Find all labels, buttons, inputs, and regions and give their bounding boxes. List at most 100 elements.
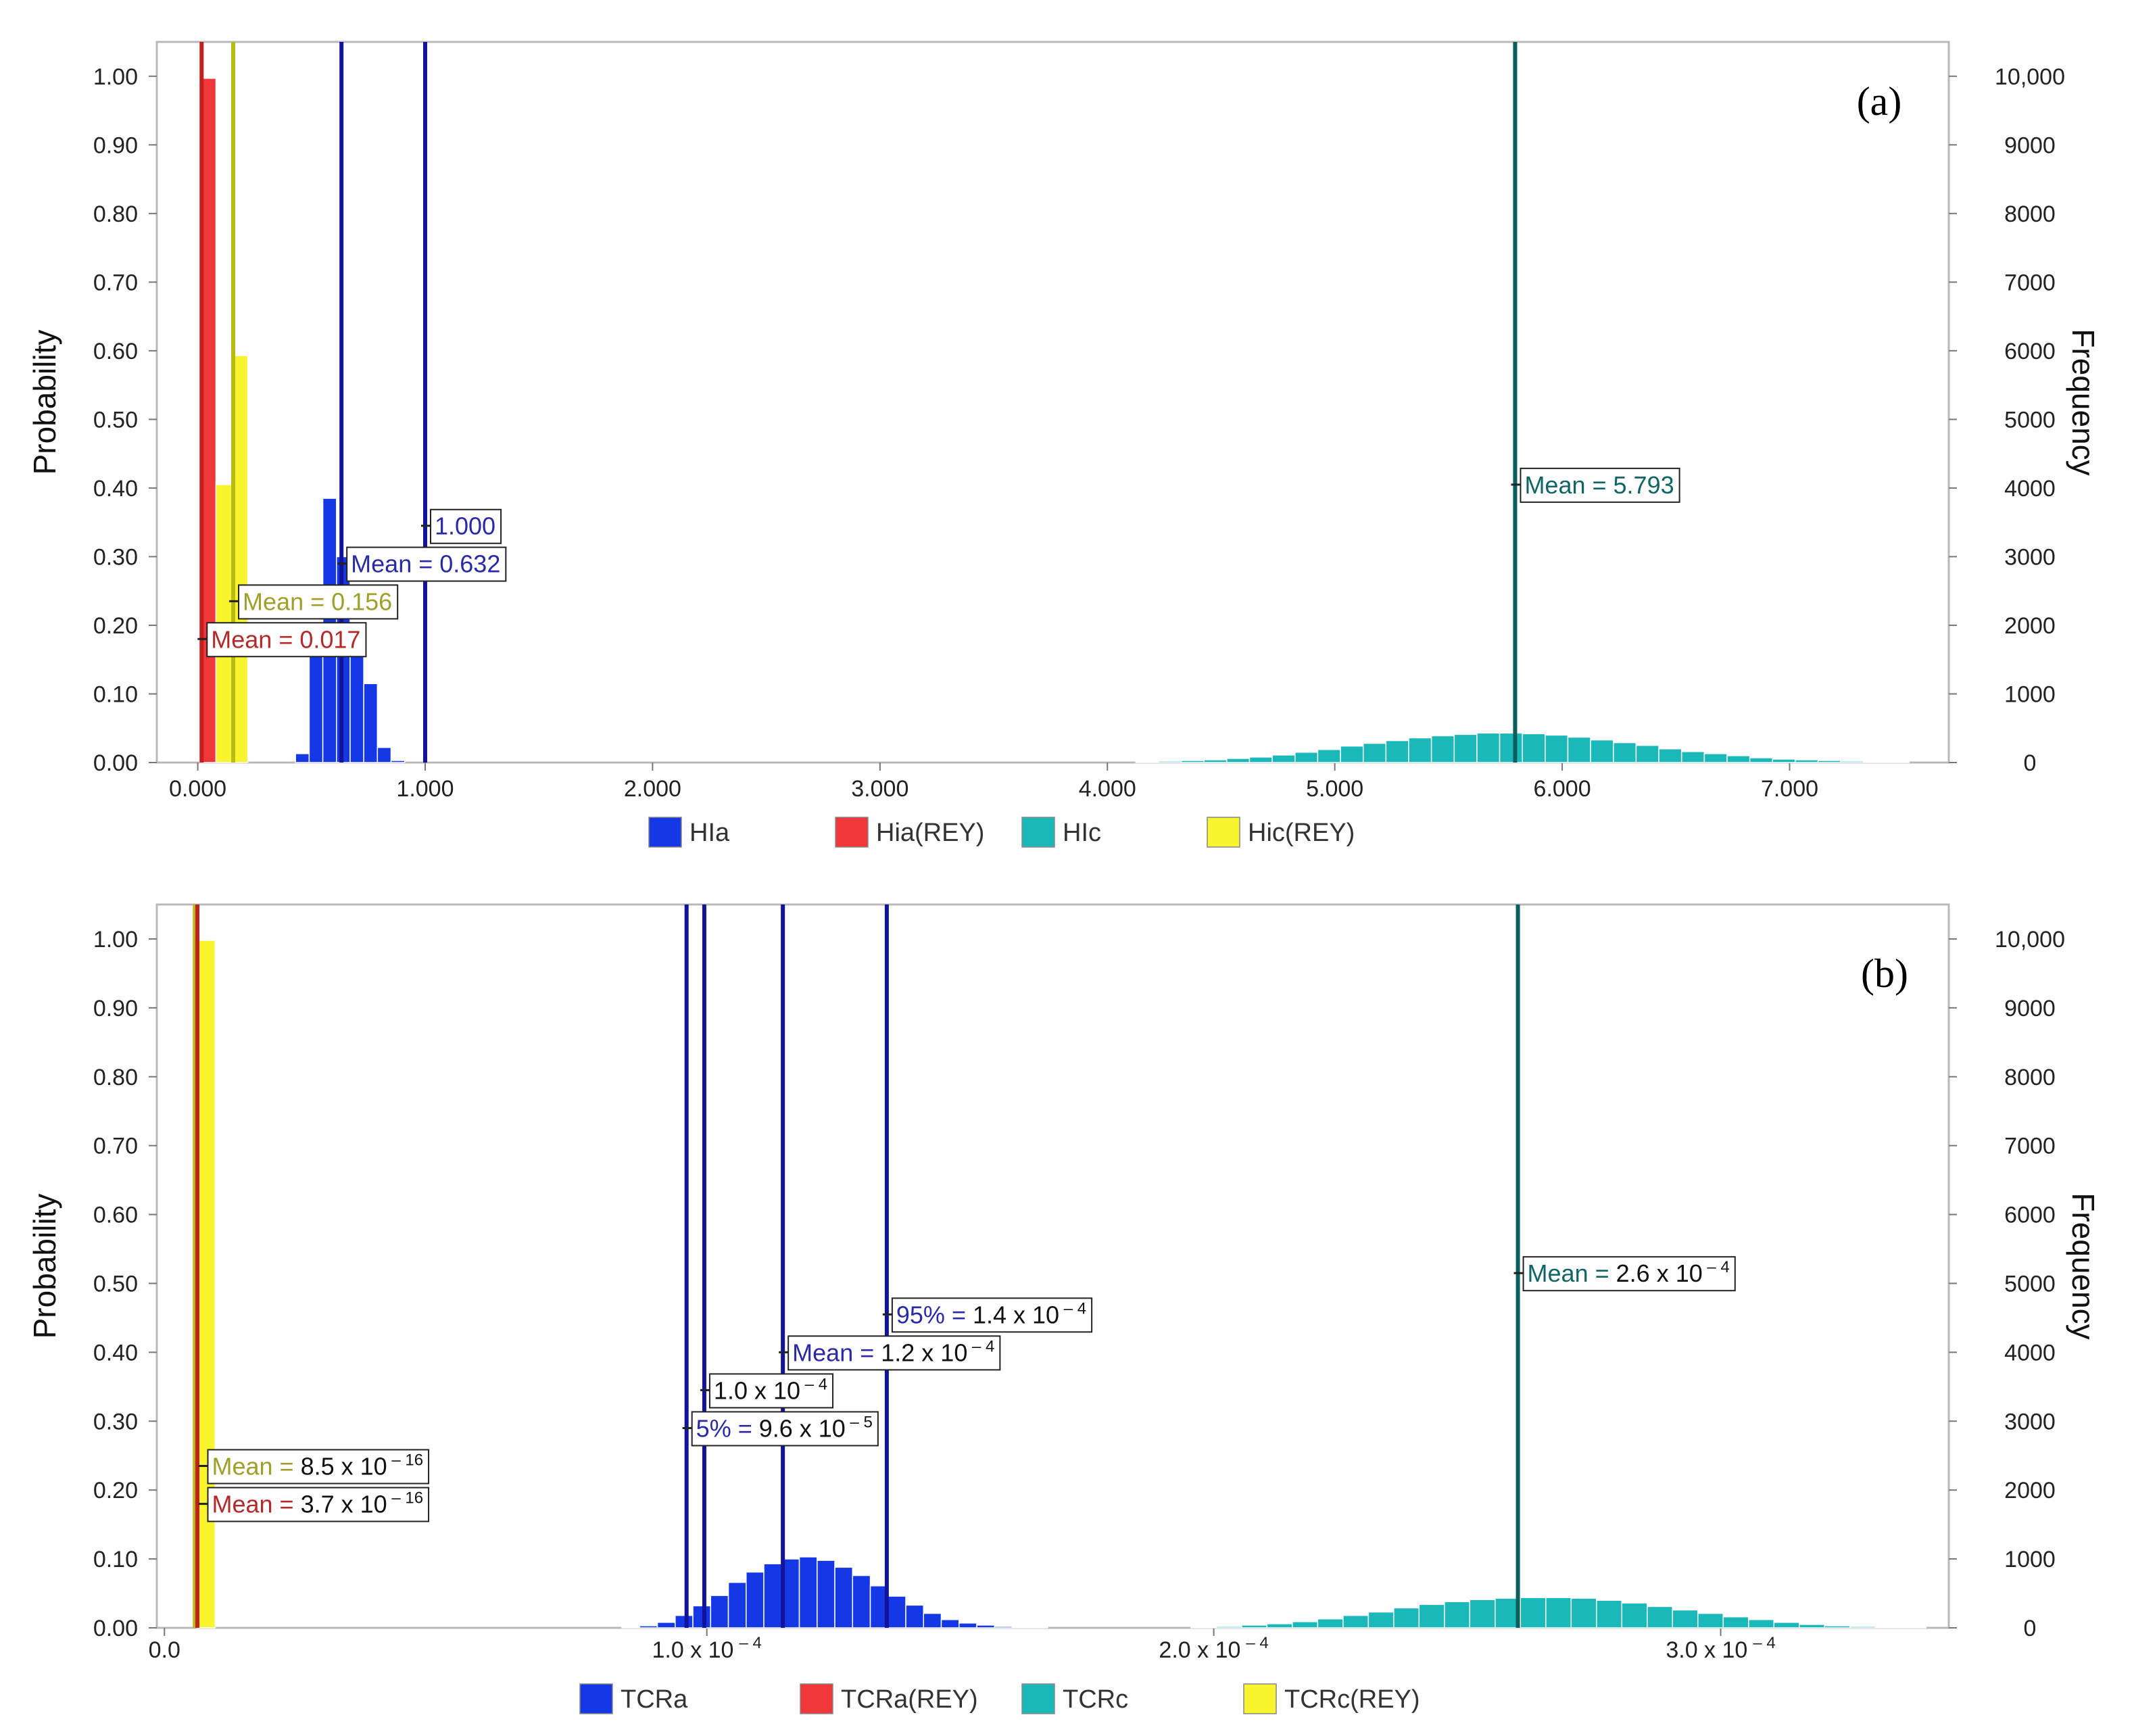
bar-TCRc: [1520, 1597, 1547, 1629]
annotation-text: 9.6 x 10: [759, 1414, 846, 1442]
annotation-label: Mean = 8.5 x 10 – 16: [212, 1451, 423, 1480]
bar-HIc: [1203, 759, 1228, 763]
y-tick-label-right: 5000: [2004, 1271, 2056, 1297]
y-tick-label-right: 10,000: [1995, 64, 2065, 90]
bar-TCRc: [1393, 1607, 1420, 1629]
bar-HIc: [1248, 756, 1273, 763]
x-tick-label: 2.000: [624, 776, 681, 802]
panel-label: (b): [1861, 951, 1908, 996]
y-tick-label-left: 0.10: [93, 1547, 138, 1572]
y-tick-label-left: 0.00: [93, 750, 138, 776]
bar-HIc: [1180, 760, 1205, 763]
bar-HIa: [363, 683, 379, 763]
bar-TCRa: [656, 1622, 676, 1629]
series-TCRc: [1190, 1597, 1927, 1629]
annotation-text: Mean =: [792, 1339, 881, 1366]
bar-HIc: [1453, 733, 1478, 763]
bar-HIc: [1772, 758, 1796, 763]
bar-TCRa: [639, 1625, 658, 1629]
annotation: 5% = 9.6 x 10 – 5: [682, 1411, 879, 1447]
bar-HIa: [390, 760, 406, 763]
legend-label: Hic(REY): [1248, 819, 1355, 847]
annotation-text: Mean = 5.793: [1524, 471, 1674, 499]
bar-TCRc: [1241, 1624, 1268, 1629]
bar-HIc: [1317, 748, 1341, 763]
bar-TCRc: [1748, 1619, 1775, 1629]
y-tick-label-left: 1.00: [93, 927, 138, 953]
annotation: Mean = 1.2 x 10 – 4: [779, 1335, 1001, 1371]
bar-TCRa: [675, 1614, 694, 1629]
legend-label: TCRa: [621, 1685, 688, 1714]
bar-TCRc: [1418, 1604, 1445, 1629]
annotation-text: Mean = 0.156: [243, 587, 392, 615]
legend-swatch: [1021, 1683, 1055, 1714]
bar-TCRc: [1469, 1599, 1496, 1629]
annotation-label: 1.0 x 10 – 4: [714, 1375, 827, 1404]
annotation-text: Mean = 0.632: [351, 550, 500, 578]
y-tick-label-right: 0: [2024, 750, 2037, 776]
y-tick-label-right: 4000: [2004, 476, 2056, 502]
annotation-label: Mean = 0.632: [351, 550, 500, 578]
annotation-text: 1.000: [435, 512, 495, 540]
bar-HIc: [1476, 732, 1501, 763]
bar-HIc: [1613, 742, 1637, 763]
bar-HIc: [1863, 761, 1887, 763]
bar-HIc: [1885, 761, 1910, 763]
bar-HIc: [1749, 757, 1774, 763]
y-tick-label-right: 5000: [2004, 407, 2056, 433]
x-tick-base: 3.0 x 10: [1666, 1637, 1747, 1663]
y-axis-title-right: Frequency: [2066, 1192, 2101, 1339]
y-tick-label-left: 0.20: [93, 1478, 138, 1503]
legend-label: TCRa(REY): [841, 1685, 978, 1714]
annotation-text: 95% =: [896, 1301, 973, 1328]
y-tick-label-left: 0.80: [93, 1065, 138, 1090]
legend-swatch: [579, 1683, 613, 1714]
y-tick-label-left: 0.40: [93, 1340, 138, 1366]
annotation-exponent: – 16: [387, 1451, 423, 1470]
bar-HIa: [377, 746, 392, 763]
bar-HIc: [1817, 760, 1841, 763]
annotation-text: 1.0 x 10: [714, 1376, 800, 1404]
annotation: Mean = 2.6 x 10 – 4: [1513, 1256, 1736, 1292]
y-tick-label-left: 0.50: [93, 1271, 138, 1297]
bar-TCRa: [852, 1574, 871, 1629]
bar-TCRc: [1647, 1606, 1674, 1629]
legend-label: TCRc: [1063, 1685, 1128, 1714]
bar-HIa: [308, 655, 324, 763]
bar-HIc: [1135, 761, 1159, 763]
bar-HIc: [1294, 752, 1319, 763]
bar-TCRc: [1367, 1611, 1395, 1629]
bar-TCRa: [959, 1622, 977, 1629]
annotation-box: [207, 1487, 430, 1522]
x-tick-exponent: – 4: [1246, 1634, 1268, 1652]
bar-HIc: [1362, 742, 1387, 763]
annotation: Mean = 0.017: [197, 622, 367, 658]
bar-TCRc: [1292, 1621, 1319, 1629]
bar-TCRa: [727, 1581, 747, 1629]
annotation-text: 1.4 x 10: [973, 1301, 1059, 1328]
bar-HIc: [1385, 740, 1409, 763]
y-tick-label-left: 0.80: [93, 201, 138, 227]
annotation: 95% = 1.4 x 10 – 4: [882, 1297, 1093, 1333]
legend-swatch: [1243, 1683, 1277, 1714]
series-TCRa: [621, 1556, 1048, 1629]
legend-swatch: [648, 817, 682, 848]
bar-TCRc: [1190, 1626, 1217, 1629]
annotation-label: Mean = 1.2 x 10 – 4: [792, 1337, 994, 1366]
y-tick-label-right: 6000: [2004, 1203, 2056, 1228]
x-tick-base: 0.0: [149, 1637, 180, 1663]
x-tick-label: 5.000: [1306, 776, 1363, 802]
annotation-text: 2.6 x 10: [1616, 1259, 1703, 1287]
y-tick-label-right: 6000: [2004, 339, 2056, 364]
y-tick-label-left: 0.60: [93, 339, 138, 364]
series-HIc: [1135, 732, 1910, 763]
bar-HIc: [1499, 732, 1523, 763]
y-tick-label-left: 0.50: [93, 407, 138, 433]
legend-swatch: [1021, 817, 1055, 848]
annotation-text: Mean =: [212, 1491, 300, 1518]
panel-a: 0.00 0.10 0.20 0.30 0.40 0.50 0.60 0.70 0.80 0.90…: [27, 41, 2101, 848]
bar-TCRc: [1874, 1626, 1901, 1629]
bar-TCRc(REY): [197, 940, 216, 1629]
bar-HIc: [1430, 735, 1455, 763]
